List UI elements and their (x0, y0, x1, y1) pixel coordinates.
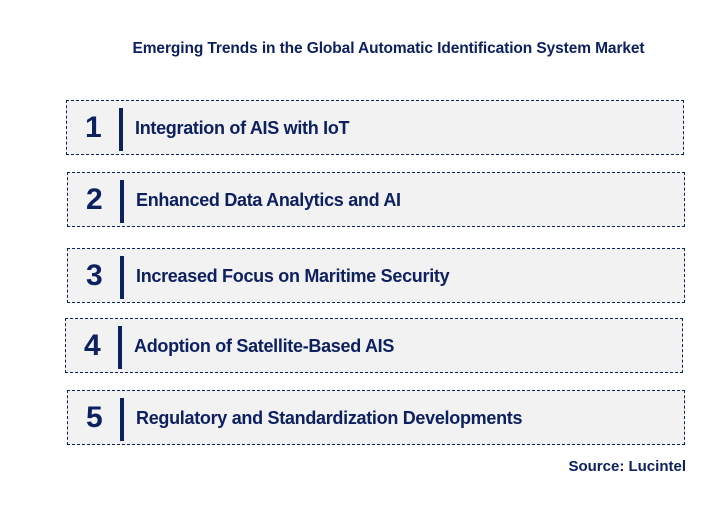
trend-item-2: 2 Enhanced Data Analytics and AI (67, 172, 685, 227)
divider-bar (119, 108, 123, 151)
trend-number: 2 (86, 183, 103, 216)
trend-label: Integration of AIS with IoT (135, 118, 350, 138)
trend-number: 4 (84, 329, 101, 362)
trend-number: 1 (85, 111, 102, 144)
trend-item-3: 3 Increased Focus on Maritime Security (67, 248, 685, 303)
trend-label: Regulatory and Standardization Developme… (136, 408, 523, 428)
divider-bar (120, 180, 124, 223)
trend-label: Enhanced Data Analytics and AI (136, 190, 401, 210)
trend-number: 3 (86, 259, 103, 292)
divider-bar (120, 256, 124, 299)
trend-label: Adoption of Satellite-Based AIS (134, 336, 395, 356)
divider-bar (120, 398, 124, 441)
trend-item-5: 5 Regulatory and Standardization Develop… (67, 390, 685, 445)
trend-label: Increased Focus on Maritime Security (136, 266, 450, 286)
diagram-title: Emerging Trends in the Global Automatic … (132, 40, 645, 57)
trend-number: 5 (86, 401, 103, 434)
trend-item-4: 4 Adoption of Satellite-Based AIS (65, 318, 683, 373)
source-credit: Source: Lucintel (568, 458, 686, 475)
divider-bar (118, 326, 122, 369)
trend-item-1: 1 Integration of AIS with IoT (66, 100, 684, 155)
